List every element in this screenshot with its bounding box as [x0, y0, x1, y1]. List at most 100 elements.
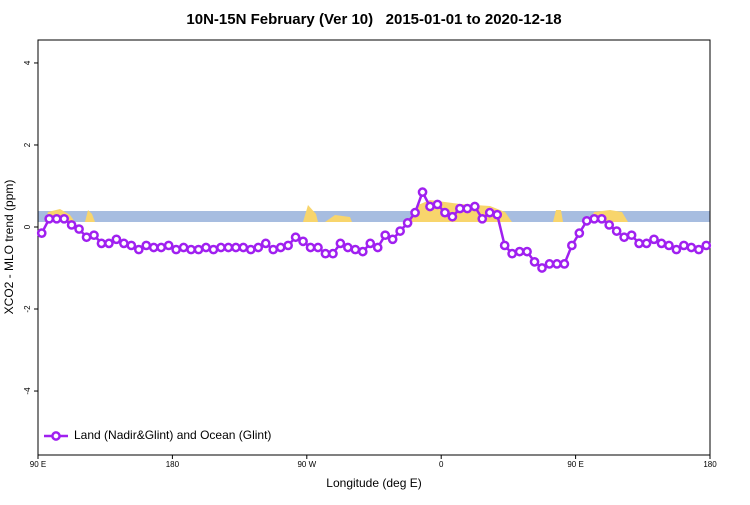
point — [328, 248, 338, 259]
point — [186, 244, 196, 255]
point — [148, 242, 159, 253]
x-tick-label: 90 W — [297, 460, 316, 469]
point — [44, 213, 55, 224]
point — [581, 215, 592, 226]
point — [656, 238, 667, 249]
point — [492, 209, 503, 220]
point — [596, 213, 607, 224]
point — [701, 240, 712, 251]
point — [81, 232, 92, 243]
point — [141, 240, 152, 251]
y-tick-label: 4 — [23, 60, 32, 65]
point — [96, 238, 107, 249]
y-tick-label: -4 — [23, 387, 32, 395]
point — [133, 244, 144, 255]
point — [156, 242, 167, 253]
point — [484, 207, 495, 218]
point — [671, 244, 682, 255]
y-tick-label: 2 — [23, 142, 32, 147]
legend-marker — [51, 431, 61, 441]
point — [283, 240, 293, 251]
point — [350, 244, 361, 255]
point — [522, 246, 532, 257]
point — [178, 242, 189, 253]
point — [335, 238, 346, 249]
chart-title: 10N-15N February (Ver 10) 2015-01-01 to … — [186, 11, 561, 28]
point — [111, 234, 122, 245]
point — [462, 203, 473, 214]
point — [320, 248, 331, 259]
point — [365, 238, 376, 249]
point — [119, 238, 129, 249]
point — [253, 242, 264, 253]
point — [387, 234, 398, 245]
point — [447, 211, 458, 222]
point — [223, 242, 234, 253]
point — [66, 220, 77, 230]
point — [410, 207, 420, 218]
point — [529, 257, 540, 267]
point — [74, 224, 84, 234]
point — [611, 226, 622, 236]
point — [552, 259, 562, 269]
point — [686, 242, 697, 253]
point — [537, 263, 547, 273]
point — [260, 238, 271, 249]
point — [455, 203, 465, 214]
x-tick-label: 0 — [439, 460, 444, 469]
point — [634, 238, 644, 249]
point — [216, 242, 226, 253]
y-axis-label: XCO2 - MLO trend (ppm) — [2, 180, 16, 315]
point — [417, 187, 428, 197]
point — [626, 230, 637, 241]
x-axis-label: Longitude (deg E) — [326, 476, 421, 490]
point — [51, 213, 62, 224]
x-tick-label: 90 E — [567, 460, 583, 469]
point — [693, 244, 704, 255]
point — [679, 240, 689, 251]
point — [425, 201, 435, 212]
x-tick-label: 180 — [166, 460, 180, 469]
ocean-band — [38, 211, 710, 222]
point — [59, 213, 69, 224]
point — [604, 220, 615, 230]
point — [574, 228, 585, 238]
point — [171, 244, 181, 255]
point — [395, 226, 405, 236]
point — [440, 207, 450, 218]
point — [469, 201, 480, 212]
point — [193, 244, 204, 255]
point — [544, 259, 555, 269]
series-line — [40, 189, 707, 270]
point — [567, 240, 577, 251]
point — [268, 244, 279, 255]
land — [303, 205, 318, 222]
point — [514, 246, 525, 257]
point — [499, 240, 510, 251]
map-strip — [38, 200, 710, 222]
point — [104, 238, 114, 249]
land — [325, 215, 352, 222]
point — [432, 199, 443, 210]
point — [507, 248, 517, 259]
point — [402, 218, 413, 228]
point — [559, 259, 570, 269]
y-tick-label: 0 — [23, 224, 32, 229]
point — [313, 242, 323, 253]
point — [298, 236, 308, 247]
point — [477, 213, 488, 224]
point — [208, 244, 219, 255]
point — [36, 228, 47, 238]
point — [231, 242, 241, 253]
point — [275, 242, 286, 253]
legend-label: Land (Nadir&Glint) and Ocean (Glint) — [74, 428, 271, 442]
point — [589, 213, 600, 224]
point — [649, 234, 659, 245]
point — [89, 230, 99, 241]
point — [357, 246, 368, 257]
land — [85, 210, 95, 222]
point — [372, 242, 383, 253]
point — [380, 230, 391, 241]
point — [245, 244, 256, 255]
